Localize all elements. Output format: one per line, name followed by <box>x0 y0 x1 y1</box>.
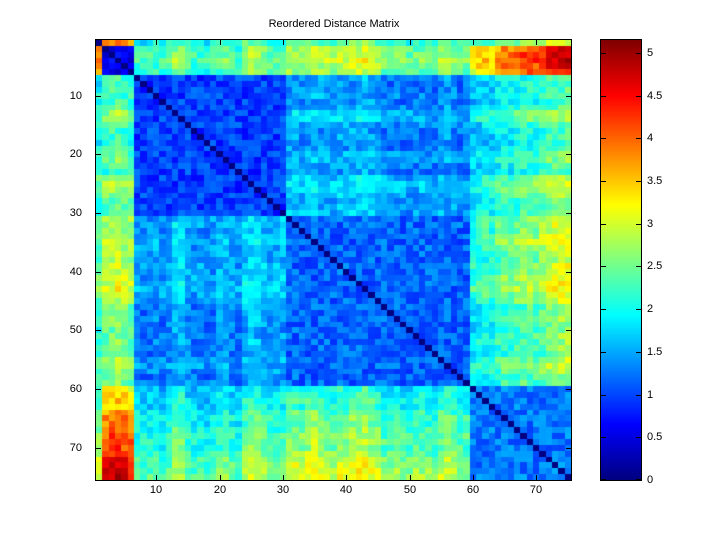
x-axis-tick-label: 60 <box>466 484 480 496</box>
colorbar-tick-label: 3.5 <box>647 175 663 187</box>
y-axis-tick-label: 70 <box>69 442 82 454</box>
y-axis-tick-label: 10 <box>69 90 82 102</box>
colorbar-tick-label: 0 <box>647 474 654 486</box>
colorbar-tick-label: 4.5 <box>647 90 663 102</box>
colorbar-tick-label: 1 <box>647 389 654 401</box>
y-axis-tick-label: 60 <box>69 383 82 395</box>
colorbar-tick-label: 4 <box>647 132 654 144</box>
y-axis-tick-label: 20 <box>69 148 82 160</box>
y-axis-tick-label: 40 <box>69 266 82 278</box>
colorbar-tick-label: 2.5 <box>647 260 663 272</box>
chart-title: Reordered Distance Matrix <box>268 18 400 30</box>
colorbar-tick-label: 1.5 <box>647 346 663 358</box>
y-axis-tick-label: 30 <box>69 207 82 219</box>
colorbar-tick-label: 3 <box>647 218 654 230</box>
x-axis-tick-label: 30 <box>276 484 290 496</box>
colorbar-gradient <box>601 40 641 480</box>
y-axis-tick-label: 50 <box>69 324 82 336</box>
x-axis-tick-label: 10 <box>149 484 163 496</box>
x-axis-tick-label: 50 <box>403 484 417 496</box>
colorbar-tick-label: 2 <box>647 303 654 315</box>
distance-matrix-heatmap <box>96 40 571 480</box>
colorbar-tick-label: 5 <box>647 47 654 59</box>
x-axis-tick-label: 20 <box>213 484 227 496</box>
x-axis-tick-label: 70 <box>529 484 543 496</box>
colorbar-tick-label: 0.5 <box>647 431 663 443</box>
x-axis-tick-label: 40 <box>339 484 353 496</box>
